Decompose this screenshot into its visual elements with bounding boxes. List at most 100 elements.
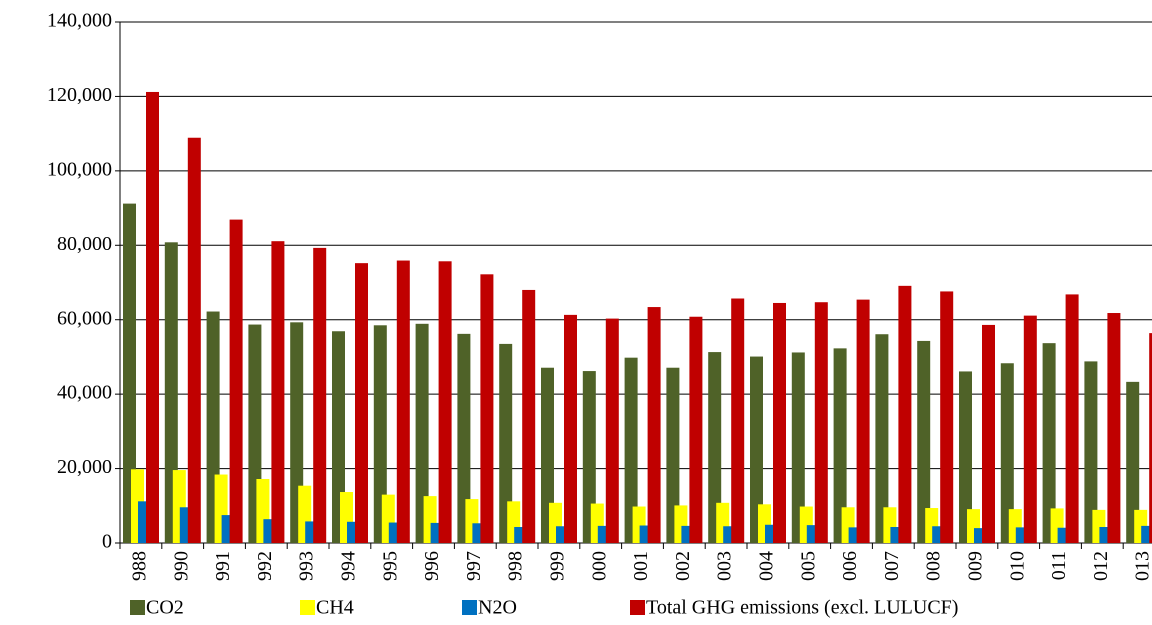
bar	[347, 521, 356, 543]
bar	[917, 340, 931, 543]
bar	[438, 261, 452, 543]
y-tick-label: 20,000	[57, 456, 112, 478]
bar	[1000, 363, 1014, 543]
bar	[1126, 381, 1140, 543]
bar	[597, 525, 607, 543]
bar	[1015, 527, 1025, 543]
x-tick-label: 995	[379, 551, 401, 581]
x-tick-label: 997	[463, 551, 485, 581]
bar	[457, 333, 471, 543]
x-tick-label: 990	[170, 551, 192, 581]
bar	[472, 523, 482, 543]
bar	[689, 316, 703, 543]
y-tick-label: 60,000	[57, 307, 112, 329]
legend-swatch	[300, 600, 315, 615]
bar	[750, 356, 763, 543]
bar	[229, 219, 243, 544]
y-tick-label: 140,000	[47, 10, 112, 32]
bar	[1141, 525, 1151, 543]
bar	[814, 302, 828, 543]
bar	[146, 91, 159, 543]
legend-swatch	[130, 600, 145, 615]
bar	[875, 334, 889, 543]
bar	[313, 247, 327, 543]
bar	[415, 323, 429, 543]
bar	[541, 367, 554, 543]
bar	[514, 526, 524, 543]
bar	[982, 324, 995, 543]
bar	[856, 299, 870, 543]
legend-label: Total GHG emissions (excl. LULUCF)	[646, 597, 958, 619]
bar	[582, 371, 596, 543]
bar	[681, 525, 691, 543]
bar	[890, 526, 900, 543]
x-tick-label: 010	[1006, 551, 1028, 581]
bar	[388, 522, 398, 543]
bar	[940, 291, 954, 543]
bar	[932, 526, 942, 543]
bar	[373, 325, 387, 543]
bar	[765, 524, 774, 543]
x-tick-label: 006	[839, 551, 861, 581]
bar	[522, 289, 536, 543]
x-tick-label: 001	[630, 551, 652, 581]
bar	[480, 274, 494, 543]
bar	[848, 527, 858, 543]
x-tick-label: 009	[964, 551, 986, 581]
bar	[499, 343, 513, 543]
bar	[723, 526, 733, 543]
bar	[187, 137, 201, 543]
x-tick-label: 005	[797, 551, 819, 581]
bar	[430, 522, 440, 543]
x-tick-label: 992	[254, 551, 276, 581]
bar	[666, 367, 680, 543]
bar	[263, 519, 273, 543]
x-tick-label: 003	[714, 551, 736, 581]
bar	[564, 314, 577, 543]
bar	[1042, 343, 1056, 543]
legend-label: N2O	[478, 597, 517, 619]
bar	[1149, 333, 1152, 543]
bar	[1057, 527, 1067, 543]
bar	[221, 515, 231, 543]
bar	[773, 302, 786, 543]
bar	[647, 307, 661, 543]
y-tick-label: 100,000	[47, 158, 112, 180]
legend-swatch	[630, 600, 645, 615]
bar	[332, 331, 345, 543]
x-tick-label: 993	[296, 551, 318, 581]
x-tick-label: 008	[923, 551, 945, 581]
bar	[123, 203, 136, 543]
bar	[138, 501, 147, 543]
legend-label: CO2	[146, 597, 184, 619]
legend-swatch	[462, 600, 477, 615]
bar	[164, 242, 178, 543]
x-tick-label: 004	[755, 551, 777, 581]
x-tick-label: 012	[1090, 551, 1112, 581]
bar	[1084, 361, 1098, 543]
x-tick-label: 988	[128, 551, 150, 581]
bar	[639, 525, 649, 543]
bar	[1107, 313, 1121, 543]
x-tick-label: 011	[1048, 551, 1070, 580]
x-tick-label: 002	[672, 551, 694, 581]
x-tick-label: 000	[588, 551, 610, 581]
bar	[1099, 526, 1109, 543]
bar	[556, 526, 565, 543]
legend-label: CH4	[316, 597, 354, 619]
bar	[1065, 294, 1079, 543]
bar	[271, 241, 285, 543]
x-tick-label: 007	[881, 551, 903, 581]
bar	[605, 318, 619, 543]
bar	[305, 521, 315, 543]
y-tick-label: 0	[102, 531, 112, 553]
x-tick-label: 013	[1132, 551, 1152, 581]
bar	[974, 528, 983, 543]
x-tick-label: 994	[337, 551, 359, 581]
bar	[731, 298, 745, 543]
x-tick-label: 998	[505, 551, 527, 581]
x-tick-label: 996	[421, 551, 443, 581]
x-tick-label: 991	[212, 551, 234, 581]
bar	[396, 260, 410, 543]
